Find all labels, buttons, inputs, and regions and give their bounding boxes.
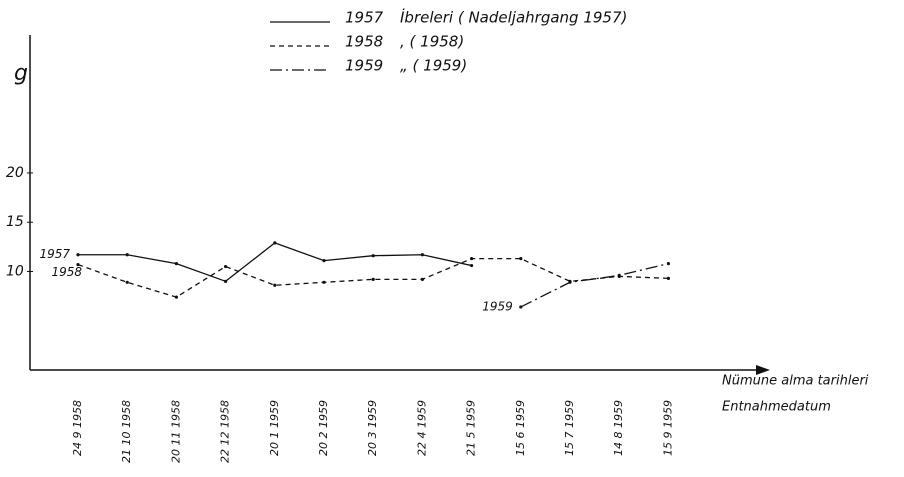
data-point [174,295,178,299]
x-tick-label: 22 12 1958 [219,400,232,463]
data-point [420,253,424,257]
series-label: 1957 [39,247,70,261]
legend-label: „ ( 1959) [400,57,467,75]
data-point [371,277,375,281]
legend-label: İbreleri ( Nadeljahrgang 1957) [400,8,627,27]
legend-label: 1959 [345,57,383,75]
y-tick-label: 10 [6,263,24,279]
y-tick-label: 15 [6,214,24,230]
data-point [174,261,178,266]
data-point [666,276,671,280]
data-point [568,280,572,284]
data-point [617,273,621,278]
series-label: 1959 [482,299,513,313]
x-tick-label: 22 4 1959 [415,400,428,456]
data-point [273,283,277,287]
data-point [470,263,474,268]
y-tick-label: 20 [6,165,24,181]
x-tick-label: 21 10 1958 [120,400,133,463]
data-point [519,305,523,309]
data-point [125,280,129,284]
legend-label: 1957 [345,9,384,27]
data-point [76,262,80,267]
x-axis-label: Nümune alma tarihleri [722,374,869,389]
x-tick-label: 15 7 1959 [563,400,576,456]
x-tick-label: 20 3 1959 [366,400,379,456]
data-point [470,257,474,261]
data-point [76,253,80,257]
data-point [519,257,523,261]
x-axis-label: Entnahmedatum [722,400,831,415]
series-line [520,262,669,308]
y-axis-label: g [14,61,28,86]
x-tick-label: 15 9 1959 [661,400,674,456]
data-point [420,277,424,281]
x-tick-label: 15 6 1959 [514,400,527,456]
data-point [224,279,228,283]
x-tick-label: 14 8 1959 [612,400,625,456]
x-tick-label: 20 1 1959 [268,400,281,456]
data-point [224,264,228,269]
x-tick-label: 20 2 1959 [317,400,330,456]
x-tick-label: 21 5 1959 [465,400,478,456]
x-axis-arrow [756,365,770,375]
legend-label: 1958 [345,33,383,51]
data-point [322,259,326,263]
data-point [666,261,671,266]
legend-label: , ( 1958) [400,33,464,51]
series-line [78,242,472,283]
series-label: 1958 [51,265,82,279]
data-point [371,254,375,258]
data-point [322,280,326,284]
data-point [273,241,277,245]
x-tick-label: 20 11 1958 [169,400,182,463]
data-point [125,253,129,257]
x-tick-label: 24 9 1958 [71,400,84,456]
